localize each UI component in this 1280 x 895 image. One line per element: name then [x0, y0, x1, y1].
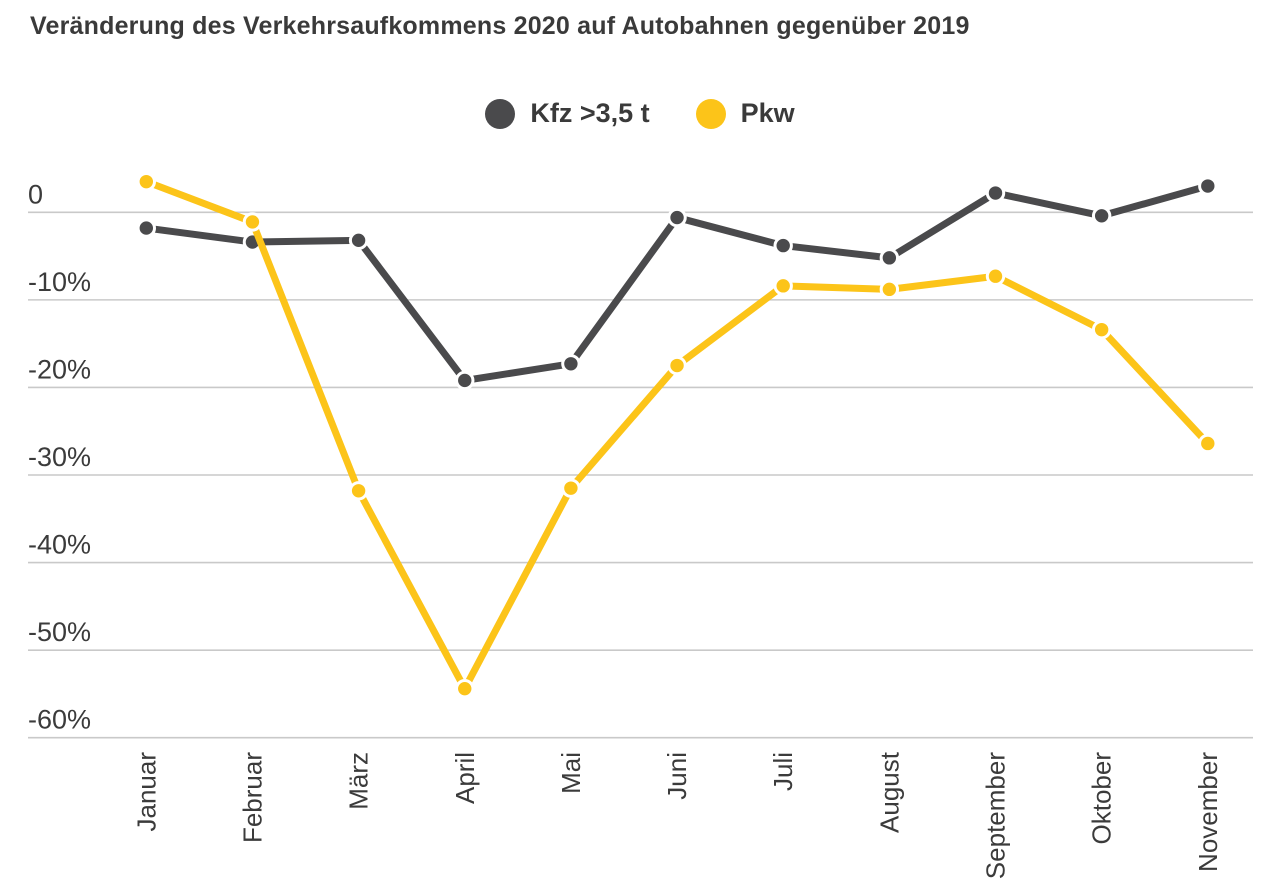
x-tick-label: September	[981, 752, 1011, 880]
y-tick-label: -50%	[28, 617, 91, 647]
legend-item-pkw: Pkw	[695, 98, 795, 129]
series-line-pkw	[142, 178, 1212, 693]
data-point-pkw	[879, 279, 900, 300]
y-axis-labels: 0 -10% -20% -30% -40% -50% -60%	[28, 179, 91, 734]
data-point-kfz	[773, 235, 793, 256]
data-point-pkw	[136, 171, 157, 192]
legend-swatch-pkw-icon	[695, 98, 726, 129]
data-point-kfz	[348, 230, 369, 251]
x-tick-label: April	[450, 752, 480, 804]
x-tick-label: August	[874, 751, 904, 833]
data-point-pkw	[455, 678, 475, 699]
x-tick-label: Februar	[237, 752, 267, 843]
data-point-pkw	[561, 478, 581, 498]
gridlines-group	[28, 211, 1253, 739]
legend-label-kfz: Kfz >3,5 t	[530, 98, 650, 128]
series-group	[136, 171, 1218, 699]
data-point-pkw	[773, 276, 793, 296]
legend: Kfz >3,5 t Pkw	[0, 98, 1280, 129]
y-tick-label: 0	[28, 179, 43, 209]
legend-item-kfz: Kfz >3,5 t	[485, 98, 650, 129]
legend-swatch-kfz-icon	[485, 98, 516, 129]
data-point-kfz	[455, 370, 475, 391]
data-point-pkw	[242, 212, 263, 232]
data-point-kfz	[879, 248, 900, 268]
x-axis-labels: Januar Februar März April Mai Juni Juli August S…	[131, 751, 1223, 879]
x-tick-label: März	[344, 752, 374, 810]
data-point-kfz	[1091, 206, 1112, 226]
data-point-pkw	[985, 266, 1006, 286]
data-point-kfz	[985, 183, 1006, 203]
data-point-pkw	[348, 481, 369, 501]
y-tick-label: -10%	[28, 267, 91, 297]
data-point-kfz	[667, 207, 687, 228]
chart-title: Veränderung des Verkehrsaufkommens 2020 …	[30, 12, 970, 40]
y-tick-label: -60%	[28, 705, 91, 735]
x-tick-label: Januar	[131, 752, 161, 832]
legend-label-pkw: Pkw	[740, 98, 795, 128]
data-point-kfz	[136, 218, 157, 238]
x-tick-label: November	[1193, 752, 1223, 872]
data-point-pkw	[1091, 319, 1112, 340]
y-tick-label: -30%	[28, 442, 91, 472]
x-tick-label: Mai	[556, 752, 586, 794]
data-point-kfz	[561, 354, 581, 374]
y-tick-label: -40%	[28, 530, 91, 560]
x-tick-label: Juni	[662, 752, 692, 800]
x-tick-label: Oktober	[1087, 752, 1117, 845]
y-tick-label: -20%	[28, 354, 91, 384]
data-point-pkw	[1198, 433, 1218, 454]
x-tick-label: Juli	[768, 752, 798, 791]
data-point-kfz	[1198, 176, 1218, 196]
data-point-pkw	[667, 355, 687, 376]
